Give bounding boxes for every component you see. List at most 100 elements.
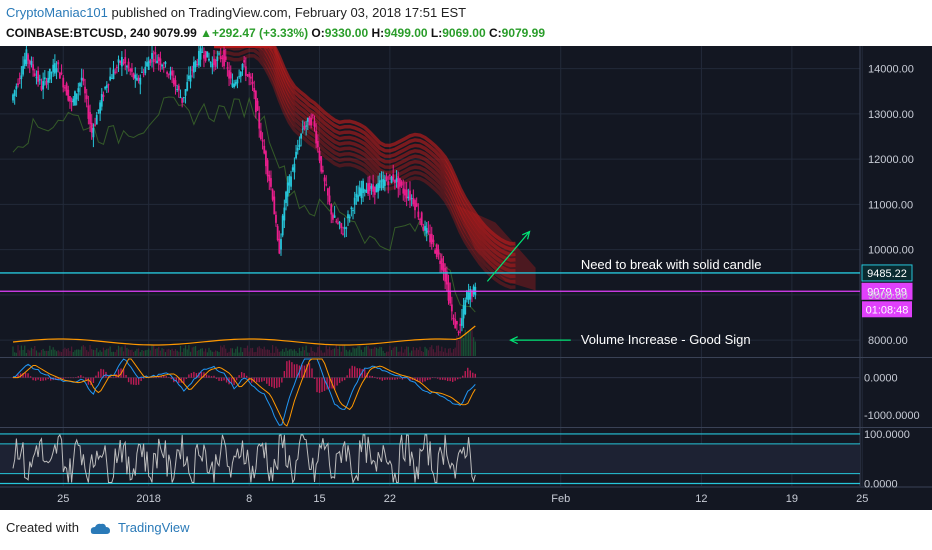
volume-bar xyxy=(42,348,44,356)
macd-histogram-bar xyxy=(55,377,57,380)
candle-body xyxy=(177,85,180,91)
macd-histogram-bar xyxy=(288,360,291,378)
volume-bar xyxy=(394,346,396,356)
macd-histogram-bar xyxy=(364,369,366,378)
candle-body xyxy=(50,72,53,74)
author-link[interactable]: CryptoManiac101 xyxy=(6,5,108,20)
candle-body xyxy=(117,59,120,63)
macd-histogram-bar xyxy=(354,366,356,378)
last_price-label-box xyxy=(861,282,913,300)
macd-histogram-bar xyxy=(441,377,444,380)
price-tick-label: 13000.00 xyxy=(868,109,914,121)
candle-body xyxy=(308,117,311,126)
candle-body xyxy=(181,97,184,103)
candle-body xyxy=(134,74,137,79)
candle-body xyxy=(152,58,155,63)
candle-body xyxy=(350,207,353,209)
candle-body xyxy=(332,214,334,220)
macd-histogram-bar xyxy=(336,377,338,386)
candle-body xyxy=(156,60,158,63)
macd-histogram-bar xyxy=(140,377,142,382)
volume-bar xyxy=(243,347,245,356)
stoch-tick-label: 0.0000 xyxy=(864,479,898,491)
volume-bar xyxy=(119,347,121,356)
candle-body xyxy=(199,48,202,60)
volume-bar xyxy=(86,350,88,356)
volume-bar xyxy=(369,348,371,356)
volume-bar xyxy=(449,348,451,356)
macd-histogram-bar xyxy=(77,376,80,378)
candle-body xyxy=(151,53,153,59)
volume-bar xyxy=(111,351,113,356)
price-chart[interactable]: 9485.22 9079.99 01:08:48 Need to break wit… xyxy=(0,46,932,510)
macd-histogram-bar xyxy=(346,375,348,378)
volume-bar xyxy=(30,347,33,356)
volume-bar xyxy=(261,349,264,356)
volume-bar xyxy=(59,351,61,356)
candle-body xyxy=(382,178,385,189)
candle-body xyxy=(87,105,90,119)
candle-body xyxy=(337,222,339,224)
volume-bar xyxy=(213,351,215,356)
candle-body xyxy=(209,62,212,64)
candle-body xyxy=(320,156,323,172)
candle-body xyxy=(191,69,194,71)
volume-bar xyxy=(328,346,331,356)
volume-bar xyxy=(293,349,295,356)
volume-bar xyxy=(57,350,59,356)
volume-bar xyxy=(45,350,48,356)
candle-body xyxy=(367,183,369,194)
volume-bar xyxy=(422,352,424,356)
candle-body xyxy=(412,198,415,205)
tradingview-brand[interactable]: TradingView xyxy=(118,520,190,535)
volume-bar xyxy=(176,350,178,356)
candle-body xyxy=(360,188,363,199)
volume-bar xyxy=(290,348,292,356)
volume-bar xyxy=(429,347,431,356)
resistance-label: 9485.22 xyxy=(867,268,907,280)
candle-body xyxy=(352,210,354,212)
macd-histogram-bar xyxy=(454,377,456,381)
volume-bar xyxy=(384,352,386,356)
candle-body xyxy=(45,81,48,85)
candle-body xyxy=(275,214,277,223)
macd-histogram-bar xyxy=(130,377,132,385)
candle-body xyxy=(365,189,368,193)
volume-bar xyxy=(303,350,306,356)
volume-bar xyxy=(156,348,158,356)
candle-body xyxy=(358,187,361,196)
volume-bar xyxy=(419,346,421,356)
volume-bar xyxy=(87,351,89,356)
volume-bar xyxy=(246,345,249,356)
candle-body xyxy=(27,54,29,61)
candle-body xyxy=(137,77,140,82)
candle-body xyxy=(208,58,210,61)
candle-body xyxy=(256,100,259,111)
candle-body xyxy=(281,215,284,236)
macd-histogram-bar xyxy=(341,377,343,382)
volume-bar xyxy=(117,345,120,356)
volume-bar xyxy=(263,346,265,356)
candle-body xyxy=(251,82,254,84)
macd-histogram-bar xyxy=(233,377,235,386)
candle-body xyxy=(399,178,401,187)
macd-histogram-bar xyxy=(34,377,37,381)
volume-bar xyxy=(151,345,153,356)
up-arrow-icon: ▲ xyxy=(200,26,212,40)
candle-body xyxy=(196,64,199,66)
macd-histogram-bar xyxy=(225,377,228,383)
candle-body xyxy=(120,56,123,67)
volume-bar xyxy=(260,348,262,356)
macd-histogram-bar xyxy=(472,372,474,378)
volume-bar xyxy=(441,346,443,356)
ribbon-band xyxy=(214,46,516,257)
candle-body xyxy=(455,321,458,325)
volume-bar xyxy=(226,352,228,356)
volume-bar xyxy=(285,347,287,356)
macd-histogram-bar xyxy=(386,377,389,380)
macd-histogram-bar xyxy=(256,377,258,383)
volume-bar xyxy=(245,348,247,356)
volume-bar xyxy=(19,350,21,356)
macd-histogram-bar xyxy=(348,368,351,378)
volume-bar xyxy=(133,352,135,356)
